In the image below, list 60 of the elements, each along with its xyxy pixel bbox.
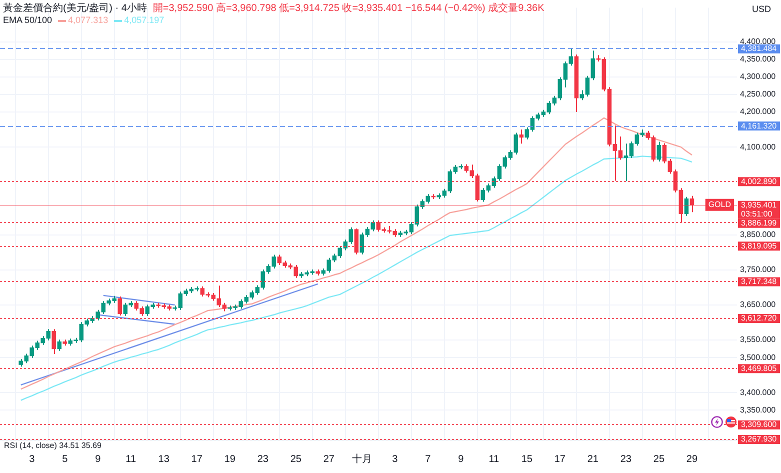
legend-label: 4,057.197 [124,15,164,25]
x-tick-label: 25 [653,454,665,465]
y-tick-label: 3,400.000 [740,388,776,397]
x-tick-label: 5 [62,454,68,465]
x-tick-label: 7 [425,454,432,465]
chart-title: 黃金差價合約(美元/盎司) · 4小時 [3,3,147,14]
y-tick-label: 4,350.000 [740,54,776,64]
candlestick [690,195,694,213]
x-tick-label: 十月 [352,452,372,465]
x-tick-label: 13 [158,454,170,465]
chart-subtitle: 開=3,952.590 高=3,960.798 低=3,914.725 收=3,935.401 −16.544 (−0.42%) 成交量9.36K [152,3,544,14]
ref-line-label: 3,819.095 [741,241,778,250]
candlestick [57,339,62,352]
x-tick-label: 17 [191,454,203,465]
x-tick-label: 23 [620,454,632,465]
y-tick-label: 3,650.000 [740,300,776,310]
x-tick-label: 17 [554,454,566,465]
y-axis-title: USD [752,4,771,14]
y-tick-label: 3,750.000 [740,265,776,274]
ref-line-label: 3,469.805 [741,364,778,373]
x-tick-label: 11 [488,454,500,465]
y-tick-label: 4,250.000 [740,90,776,99]
ref-line-label: 3,612.720 [741,314,778,323]
x-tick-label: 15 [521,454,533,465]
ref-line-label: 3,309.600 [741,420,778,430]
x-tick-label: 29 [686,454,698,465]
x-tick-label: 21 [587,454,599,465]
ref-line-label: 4,381.484 [741,44,778,54]
ref-line-label: 3,717.348 [741,277,778,286]
y-tick-label: 3,350.000 [740,405,776,414]
legend-label: 4,077.313 [68,15,108,25]
x-tick-label: 27 [323,454,335,465]
ref-line-label: 3,267.930 [741,434,778,444]
candlestick [684,196,689,216]
y-tick-label: 3,850.000 [740,230,776,239]
text: RSI (14, close) 34.51 35.69 [4,441,102,450]
y-tick-label: 4,100.000 [740,142,776,152]
y-tick-label: 4,200.000 [740,107,776,116]
y-tick-label: 4,300.000 [740,72,776,82]
ref-line-label: 3,886.199 [741,218,778,228]
y-tick-label: 3,550.000 [740,335,776,344]
x-tick-label: 3 [392,454,398,465]
candlestick [519,129,524,144]
candlestick [656,141,662,162]
x-tick-label: 11 [126,454,136,465]
x-tick-label: 19 [224,454,236,465]
y-tick-label: 3,500.000 [740,352,776,362]
ref-line-label: 4,002.890 [741,176,778,186]
ref-line-label: 3,935.401 03:51:00 [741,200,778,219]
annotation: GOLD [708,200,732,210]
x-tick-label: 25 [290,454,302,465]
x-tick-label: 9 [95,454,102,465]
x-tick-label: 9 [458,454,464,465]
x-tick-label: 23 [257,454,269,465]
legend-title: EMA 50/100 [3,15,52,25]
ref-line-label: 4,161.320 [741,121,778,130]
candlestick [118,296,122,316]
y-tick-label: 4,400.000 [740,37,776,46]
x-tick-label: 3 [29,454,36,465]
candlestick [52,328,56,355]
